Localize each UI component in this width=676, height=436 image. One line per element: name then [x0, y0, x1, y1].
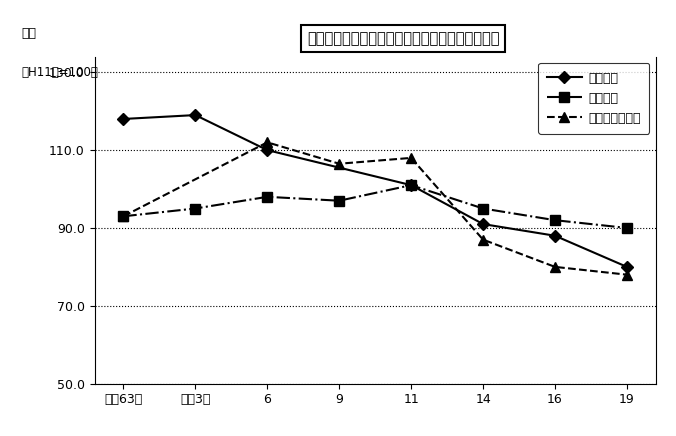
年間商品販売額: [479, 237, 487, 242]
Title: 事業所数、従業者数、年間商品販売額年次別推移: 事業所数、従業者数、年間商品販売額年次別推移: [307, 31, 500, 46]
年間商品販売額: [551, 264, 559, 269]
Line: 年間商品販売額: 年間商品販売額: [118, 137, 632, 279]
年間商品販売額: [407, 155, 415, 160]
従業者数: [335, 198, 343, 203]
年間商品販売額: [263, 140, 271, 145]
事業所数: [407, 183, 415, 188]
Line: 従業者数: 従業者数: [118, 180, 632, 233]
従業者数: [551, 218, 559, 223]
Text: （H11年=100）: （H11年=100）: [22, 66, 99, 79]
従業者数: [407, 183, 415, 188]
Text: 指数: 指数: [22, 27, 37, 40]
Line: 事業所数: 事業所数: [119, 111, 631, 271]
Legend: 事業所数, 従業者数, 年間商品販売額: 事業所数, 従業者数, 年間商品販売額: [538, 63, 650, 134]
事業所数: [120, 116, 128, 122]
年間商品販売額: [623, 272, 631, 277]
事業所数: [191, 112, 199, 118]
従業者数: [623, 225, 631, 231]
事業所数: [551, 233, 559, 238]
従業者数: [191, 206, 199, 211]
事業所数: [479, 221, 487, 227]
事業所数: [263, 147, 271, 153]
年間商品販売額: [335, 161, 343, 167]
従業者数: [120, 214, 128, 219]
事業所数: [623, 264, 631, 269]
従業者数: [479, 206, 487, 211]
従業者数: [263, 194, 271, 199]
年間商品販売額: [120, 214, 128, 219]
